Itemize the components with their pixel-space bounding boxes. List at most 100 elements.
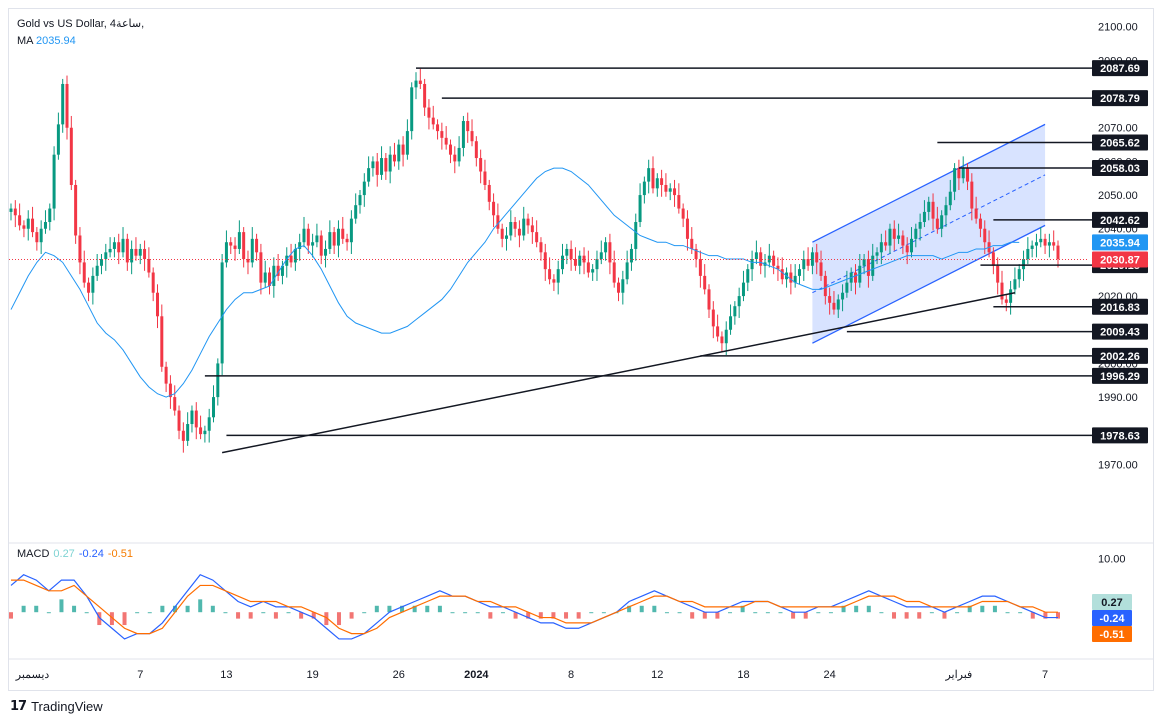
- level-price-label-bg: [1092, 211, 1148, 228]
- macd-histogram-bar: [185, 605, 190, 613]
- macd-histogram-bar: [172, 605, 177, 613]
- candle-body: [681, 208, 685, 219]
- ma-legend[interactable]: MA 2035.94: [17, 35, 76, 47]
- macd-histogram-bar: [564, 612, 569, 619]
- macd-histogram-bar: [450, 612, 455, 614]
- candle-body: [233, 245, 237, 249]
- tradingview-logo-icon: 𝟭𝟳: [10, 698, 27, 713]
- candle-body: [224, 242, 228, 263]
- candle-body: [134, 248, 138, 256]
- macd-histogram-bar: [72, 605, 77, 613]
- macd-histogram: [9, 599, 1060, 626]
- time-axis-tick: فبراير: [944, 669, 972, 681]
- macd-histogram-bar: [854, 605, 859, 613]
- macd-tag-bg: [1092, 626, 1132, 642]
- macd-tag-label: 0.27: [1101, 597, 1122, 609]
- candle-body: [655, 178, 659, 189]
- level-price-label: 2016.83: [1100, 302, 1140, 314]
- candle-body: [104, 252, 108, 260]
- macd-histogram-bar: [892, 612, 897, 619]
- candle-body: [492, 201, 496, 216]
- candle-body: [914, 228, 918, 239]
- candle-body: [819, 262, 823, 276]
- macd-histogram-bar: [917, 612, 922, 619]
- candle-body: [539, 242, 543, 253]
- macd-tag-label: -0.24: [1099, 613, 1125, 625]
- candle-body: [43, 222, 47, 229]
- candle-body: [436, 124, 440, 132]
- level-price-label: 2002.26: [1100, 351, 1140, 363]
- candle-body: [517, 228, 521, 236]
- candle-body: [578, 255, 582, 266]
- macd-value-1: 0.27: [53, 548, 75, 560]
- candle-body: [927, 201, 931, 212]
- macd-histogram-bar: [1056, 612, 1060, 619]
- candle-body: [543, 252, 547, 270]
- candle-body: [1000, 282, 1004, 300]
- macd-histogram-bar: [551, 612, 556, 619]
- candle-body: [586, 262, 590, 273]
- candle-body: [996, 265, 1000, 283]
- candle-body: [599, 252, 603, 260]
- macd-histogram-bar: [273, 612, 278, 619]
- time-axis-tick: 24: [824, 669, 836, 681]
- candle-body: [690, 238, 694, 249]
- macd-histogram-bar: [513, 612, 518, 619]
- candle-body: [810, 252, 814, 266]
- candle-body: [186, 424, 190, 441]
- candle-body: [793, 275, 797, 283]
- candle-body: [306, 228, 310, 246]
- candle-body: [9, 208, 13, 212]
- candle-body: [319, 235, 323, 256]
- candle-body: [884, 242, 888, 246]
- macd-histogram-bar: [576, 612, 581, 619]
- macd-histogram-bar: [828, 612, 833, 614]
- candle-body: [746, 269, 750, 283]
- candle-body: [388, 154, 392, 172]
- macd-histogram-bar: [437, 605, 442, 613]
- candle-body: [832, 302, 836, 310]
- candle-body: [18, 215, 22, 226]
- macd-histogram-bar: [223, 612, 228, 614]
- level-price-label: 2078.79: [1100, 93, 1140, 105]
- candle-body: [978, 218, 982, 229]
- candle-body: [65, 83, 69, 128]
- macd-histogram-bar: [929, 612, 934, 614]
- macd-histogram-bar: [627, 605, 632, 613]
- macd-histogram-bar: [248, 612, 253, 619]
- candle-body: [143, 248, 147, 260]
- candle-body: [617, 282, 621, 293]
- candle-body: [888, 228, 892, 246]
- candle-body: [552, 279, 556, 283]
- candle-body: [535, 232, 539, 243]
- macd-value-2: -0.24: [78, 548, 104, 560]
- macd-signal-line: [11, 579, 1058, 635]
- macd-histogram-bar: [955, 612, 960, 614]
- candle-body: [591, 269, 595, 273]
- macd-histogram-bar: [412, 605, 417, 613]
- candle-body: [841, 292, 845, 300]
- macd-histogram-bar: [728, 612, 733, 614]
- macd-legend[interactable]: MACD 0.27 -0.24 -0.51: [17, 548, 133, 560]
- macd-histogram-bar: [475, 612, 480, 614]
- time-axis-tick: 8: [568, 669, 574, 681]
- candle-body: [569, 248, 573, 260]
- candle-body: [311, 242, 315, 246]
- time-axis-tick: 19: [306, 669, 318, 681]
- macd-value-3: -0.51: [107, 548, 133, 560]
- candle-body: [125, 238, 129, 263]
- candle-body: [229, 242, 233, 246]
- candle-body: [513, 222, 517, 229]
- candle-body: [711, 309, 715, 327]
- candle-body: [13, 208, 17, 216]
- candle-body: [220, 262, 224, 364]
- candle-body: [401, 144, 405, 155]
- candle-body: [255, 238, 259, 253]
- candle-body: [130, 248, 134, 263]
- candle-body: [561, 255, 565, 270]
- tradingview-logo[interactable]: 𝟭𝟳 TradingView: [10, 698, 103, 714]
- macd-histogram-bar: [147, 612, 152, 614]
- macd-histogram-bar: [324, 612, 329, 626]
- candle-body: [1022, 259, 1026, 270]
